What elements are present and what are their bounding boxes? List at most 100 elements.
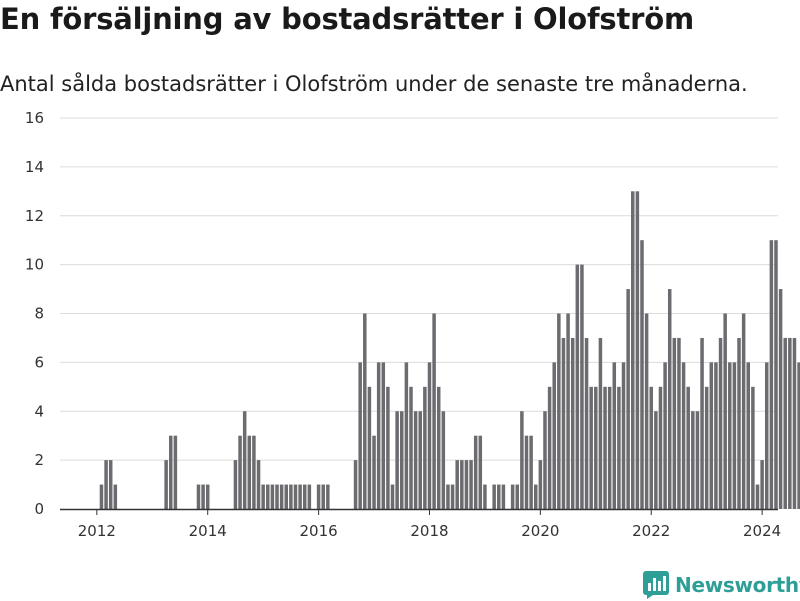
y-tick-label: 12 (25, 207, 44, 225)
bar (316, 484, 321, 509)
bar (478, 435, 483, 509)
bar (543, 411, 547, 509)
y-tick-label: 0 (34, 500, 44, 518)
bar (575, 264, 580, 509)
bar (714, 362, 718, 509)
bar (631, 191, 635, 509)
bar (755, 484, 760, 509)
bar (580, 264, 584, 509)
brand-logo: Newsworthy (643, 569, 800, 601)
bar (293, 484, 298, 509)
bar (169, 435, 173, 509)
x-tick-label: 2024 (743, 522, 781, 540)
bar (321, 484, 325, 509)
bar (778, 289, 783, 509)
bar (658, 386, 663, 509)
bar (238, 435, 242, 509)
bar (464, 460, 469, 509)
x-tick-label: 2014 (189, 522, 227, 540)
bar (566, 313, 570, 509)
bar (607, 386, 612, 509)
bar (436, 386, 441, 509)
bar (353, 460, 358, 509)
bar (774, 240, 778, 509)
bar (598, 337, 603, 509)
bar (469, 460, 473, 509)
bar (275, 484, 279, 509)
x-tick-label: 2022 (632, 522, 670, 540)
bar (492, 484, 496, 509)
bar (427, 362, 432, 509)
bar-chart-logo-icon (643, 571, 669, 599)
bar (441, 411, 446, 509)
bar (326, 484, 330, 509)
bar (302, 484, 307, 509)
y-tick-label: 14 (25, 158, 44, 176)
bar (681, 362, 686, 509)
bar (797, 362, 800, 509)
y-tick-label: 8 (34, 305, 44, 323)
bar (446, 484, 450, 509)
bar (792, 337, 797, 509)
bar (404, 362, 409, 509)
bar (672, 337, 677, 509)
bar (104, 460, 108, 509)
bar (307, 484, 312, 509)
bar (686, 386, 690, 509)
bar (298, 484, 302, 509)
chart-title: En försäljning av bostadsrätter i Olofst… (0, 2, 694, 36)
bar (515, 484, 520, 509)
bar (751, 386, 755, 509)
bar (704, 386, 709, 509)
bar (728, 362, 732, 509)
bar (252, 435, 256, 509)
bar (460, 460, 464, 509)
bar (363, 313, 367, 509)
y-tick-label: 10 (25, 256, 44, 274)
chart-subtitle: Antal sålda bostadsrätter i Olofström un… (0, 72, 748, 96)
y-axis-ticks: 0 2 4 6 8 10 12 14 16 (25, 109, 44, 518)
bar (621, 362, 626, 509)
bar (270, 484, 275, 509)
bar (279, 484, 284, 509)
bar (626, 289, 630, 509)
bar (677, 337, 681, 509)
bar (667, 289, 672, 509)
bar (584, 337, 589, 509)
grid-lines (60, 117, 778, 461)
bar (242, 411, 247, 509)
bar (783, 337, 787, 509)
bar-series (99, 191, 800, 509)
bar (709, 362, 714, 509)
bar (358, 362, 362, 509)
bar (695, 411, 700, 509)
bar (769, 240, 774, 509)
bar (381, 362, 386, 509)
bar (654, 411, 658, 509)
bar (473, 435, 478, 509)
bar (395, 411, 399, 509)
bar (723, 313, 727, 509)
bar (418, 411, 422, 509)
bar (644, 313, 649, 509)
bar (524, 435, 529, 509)
bar (196, 484, 201, 509)
bar (732, 362, 737, 509)
bar (400, 411, 404, 509)
bar (764, 362, 769, 509)
bar (372, 435, 376, 509)
bar (570, 337, 575, 509)
bar (649, 386, 653, 509)
y-tick-label: 16 (25, 109, 44, 127)
bar (538, 460, 543, 509)
y-tick-label: 6 (34, 353, 44, 371)
bar (552, 362, 556, 509)
y-tick-label: 4 (34, 402, 44, 420)
bar (640, 240, 644, 509)
bar (284, 484, 289, 509)
bar (561, 337, 566, 509)
bar (691, 411, 695, 509)
bar (529, 435, 533, 509)
bar (201, 484, 205, 509)
